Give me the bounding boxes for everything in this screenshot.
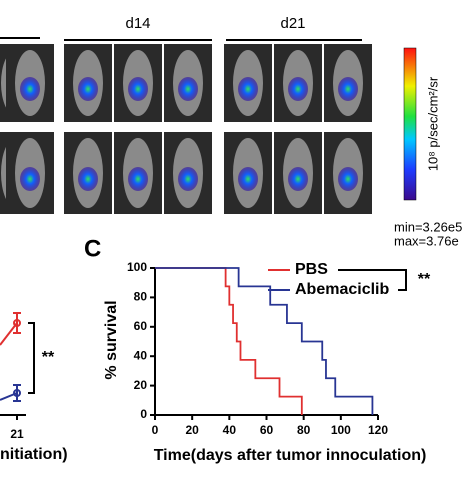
signal bbox=[20, 167, 40, 191]
survival-line bbox=[155, 267, 374, 415]
y-tick-label: 40 bbox=[134, 348, 148, 362]
group-label: d14 bbox=[125, 15, 150, 32]
signal bbox=[288, 77, 308, 101]
signal bbox=[288, 167, 308, 191]
signal bbox=[20, 77, 40, 101]
y-tick-label: 100 bbox=[127, 260, 147, 274]
y-axis-label: % survival bbox=[103, 300, 120, 379]
signal bbox=[178, 77, 198, 101]
colorbar-unit: 10⁸ p/sec/cm²/sr bbox=[425, 76, 440, 171]
group-lines bbox=[0, 37, 362, 41]
mouse-images bbox=[0, 44, 372, 214]
signal bbox=[338, 167, 358, 191]
y-tick-label: 60 bbox=[134, 319, 148, 333]
x-tick-label: 100 bbox=[331, 423, 351, 437]
x-tick-label: 0 bbox=[152, 423, 159, 437]
legend-label: Abemaciclib bbox=[295, 281, 389, 298]
survival-line bbox=[155, 267, 303, 415]
signal bbox=[238, 77, 258, 101]
significance: ** bbox=[42, 349, 55, 366]
significance: ** bbox=[418, 271, 431, 288]
panel-b bbox=[0, 312, 35, 420]
colorbar-min: min=3.26e5 bbox=[394, 219, 462, 234]
x-tick-label: 60 bbox=[260, 423, 274, 437]
signal bbox=[178, 167, 198, 191]
signal bbox=[238, 167, 258, 191]
colorbar bbox=[403, 47, 417, 201]
panel-letter: C bbox=[84, 235, 101, 262]
x-tick-label: 40 bbox=[223, 423, 237, 437]
group-label: d21 bbox=[280, 15, 305, 32]
significance-bracket bbox=[338, 269, 407, 291]
signal bbox=[338, 77, 358, 101]
x-axis-label: nitiation) bbox=[0, 446, 68, 463]
x-tick-label: 120 bbox=[368, 423, 388, 437]
x-axis-label: Time(days after tumor innoculation) bbox=[154, 447, 427, 464]
y-tick-label: 20 bbox=[134, 378, 148, 392]
colorbar-max: max=3.76e bbox=[394, 233, 459, 248]
legend-label: PBS bbox=[295, 261, 328, 278]
x-tick-label: 20 bbox=[185, 423, 199, 437]
signal bbox=[78, 167, 98, 191]
y-tick-label: 80 bbox=[134, 290, 148, 304]
signal bbox=[128, 77, 148, 101]
x-tick-label: 21 bbox=[10, 427, 24, 441]
y-tick-label: 0 bbox=[140, 407, 147, 421]
signal bbox=[78, 77, 98, 101]
signal bbox=[128, 167, 148, 191]
x-tick-label: 80 bbox=[297, 423, 311, 437]
